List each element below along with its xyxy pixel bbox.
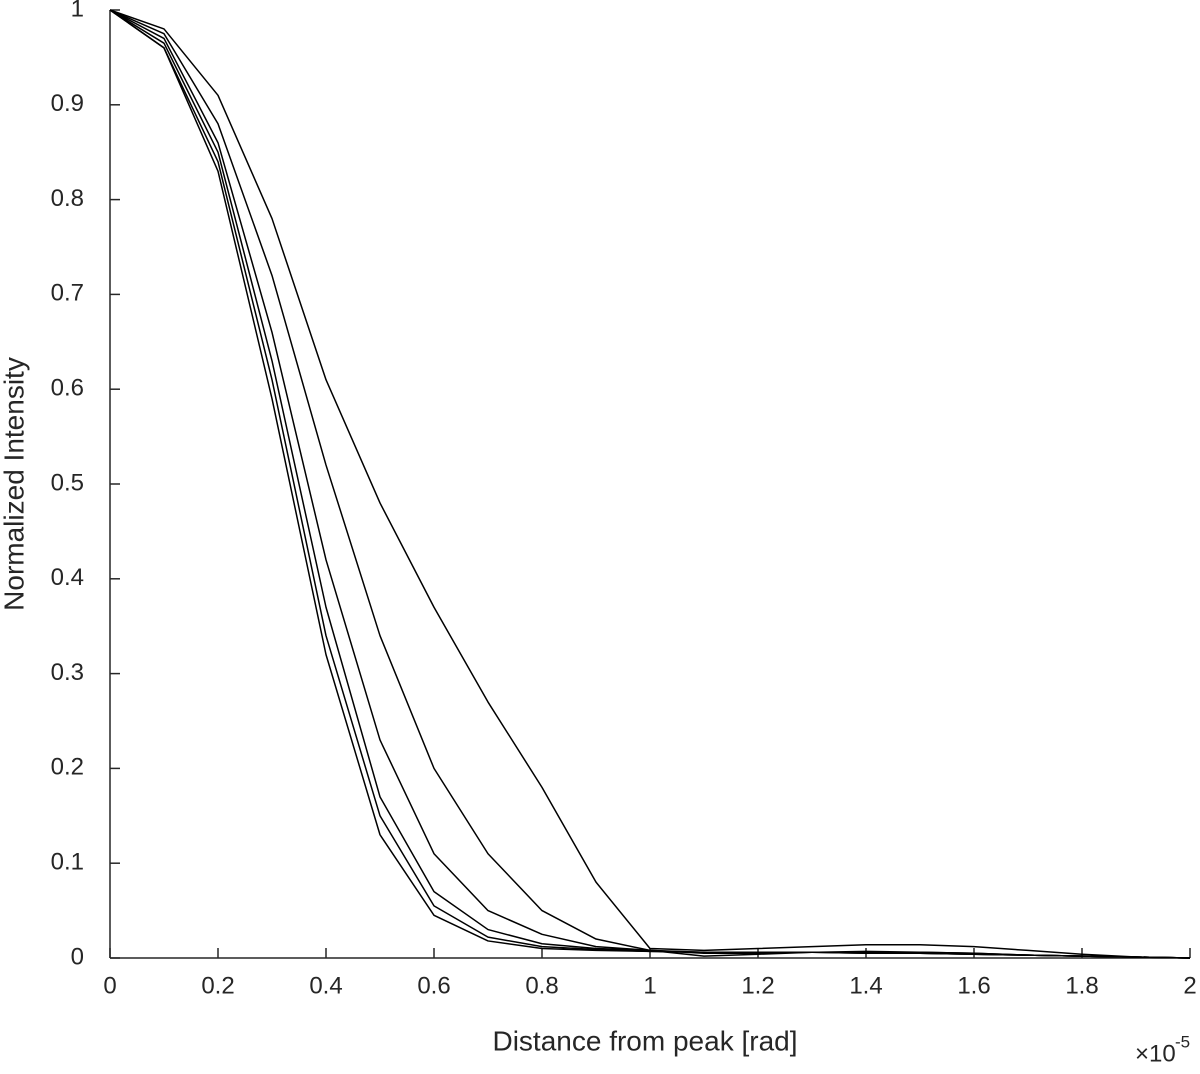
y-tick-label: 0.2	[51, 754, 84, 781]
x-tick-label: 1.2	[741, 972, 774, 999]
y-tick-label: 0.5	[51, 469, 84, 496]
x-tick-label: 0.8	[525, 972, 558, 999]
x-tick-label: 1.8	[1065, 972, 1098, 999]
x-tick-label: 1.4	[849, 972, 882, 999]
y-tick-label: 0	[71, 943, 84, 970]
line-series	[109, 9, 1191, 959]
y-tick-label: 0.1	[51, 849, 84, 876]
y-tick-label: 0.8	[51, 185, 84, 212]
x-multiplier: ×10	[1135, 1040, 1176, 1067]
x-tick-label: 1	[643, 972, 656, 999]
x-axis-label: Distance from peak [rad]	[492, 1025, 797, 1056]
line-series	[109, 9, 1191, 959]
x-tick-label: 1.6	[957, 972, 990, 999]
x-tick-label: 0	[103, 972, 116, 999]
y-tick-label: 0.3	[51, 659, 84, 686]
x-tick-label: 2	[1183, 972, 1196, 999]
x-tick-label: 0.2	[201, 972, 234, 999]
line-series	[109, 9, 1191, 959]
y-tick-label: 0.9	[51, 90, 84, 117]
line-series	[109, 9, 1191, 959]
y-axis-label: Normalized Intensity	[0, 357, 29, 611]
x-tick-label: 0.6	[417, 972, 450, 999]
y-tick-label: 0.4	[51, 564, 84, 591]
x-tick-label: 0.4	[309, 972, 342, 999]
line-series	[109, 9, 1191, 959]
y-tick-label: 1	[71, 0, 84, 22]
line-series	[109, 9, 1191, 959]
x-exponent: -5	[1175, 1032, 1190, 1051]
y-tick-label: 0.6	[51, 375, 84, 402]
y-tick-label: 0.7	[51, 280, 84, 307]
